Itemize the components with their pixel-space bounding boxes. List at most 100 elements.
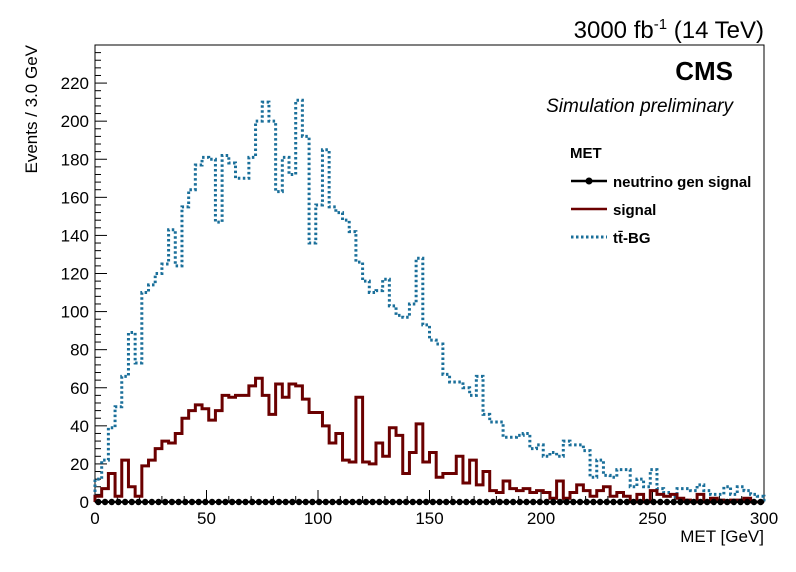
y-tick-label: 220 bbox=[61, 74, 89, 93]
gen-series-point bbox=[195, 498, 202, 506]
y-tick-label: 40 bbox=[70, 417, 89, 436]
y-tick-label: 60 bbox=[70, 379, 89, 398]
gen-series-point bbox=[710, 498, 718, 506]
gen-series-point bbox=[249, 498, 256, 506]
gen-series-point bbox=[697, 498, 704, 506]
gen-series-point bbox=[128, 498, 135, 506]
gen-series-point bbox=[449, 498, 457, 506]
gen-series-point bbox=[396, 498, 403, 506]
x-tick-label: 300 bbox=[750, 509, 778, 528]
gen-series-point bbox=[503, 498, 510, 506]
gen-series-point bbox=[188, 498, 196, 506]
x-tick-label: 0 bbox=[90, 509, 99, 528]
gen-series-point bbox=[349, 498, 356, 506]
gen-series-point bbox=[175, 498, 182, 506]
x-tick-label: 100 bbox=[304, 509, 332, 528]
gen-series-point bbox=[737, 498, 744, 506]
gen-series-point bbox=[637, 498, 644, 506]
gen-series-point bbox=[289, 498, 296, 506]
lumi-prefix: 3000 fb bbox=[574, 17, 654, 44]
gen-series-point bbox=[302, 498, 309, 506]
gen-series-point bbox=[356, 498, 363, 506]
gen-series-point bbox=[309, 498, 316, 506]
signal-series-line bbox=[93, 376, 764, 504]
y-axis: 0 20 40 60 80 100 120 140 160 180 200 220 bbox=[61, 44, 107, 512]
gen-series-point bbox=[162, 498, 169, 506]
gen-series-point bbox=[182, 498, 189, 506]
gen-series-point bbox=[121, 498, 129, 506]
y-axis-title: Events / 3.0 GeV bbox=[22, 44, 41, 173]
gen-series-point bbox=[416, 498, 423, 506]
lumi-exponent: -1 bbox=[654, 16, 667, 33]
gen-series-point bbox=[443, 498, 450, 506]
gen-series-point bbox=[623, 498, 631, 506]
gen-series-point bbox=[529, 498, 537, 506]
gen-series-point bbox=[610, 498, 617, 506]
gen-series-point bbox=[670, 498, 677, 506]
gen-series-point bbox=[155, 498, 162, 506]
gen-series-point bbox=[362, 498, 370, 506]
gen-series-point bbox=[115, 498, 122, 506]
gen-series-point bbox=[469, 498, 477, 506]
gen-series-point bbox=[724, 498, 731, 506]
gen-series-point bbox=[228, 498, 236, 506]
gen-series-point bbox=[596, 498, 604, 506]
y-tick-label: 140 bbox=[61, 226, 89, 245]
series-layer bbox=[93, 98, 766, 506]
gen-series-point bbox=[717, 498, 724, 506]
gen-series-point bbox=[95, 498, 102, 506]
gen-series-point bbox=[382, 498, 390, 506]
gen-series-point bbox=[342, 498, 350, 506]
legend-title: MET bbox=[570, 145, 602, 162]
gen-series-point bbox=[750, 498, 758, 506]
gen-series-point bbox=[422, 498, 430, 506]
cms-sublabel: Simulation preliminary bbox=[546, 96, 734, 117]
gen-series-point bbox=[242, 498, 249, 506]
gen-series-point bbox=[576, 498, 584, 506]
gen-series-point bbox=[630, 498, 637, 506]
gen-series-point bbox=[222, 498, 229, 506]
gen-series-point bbox=[570, 498, 577, 506]
gen-series-point bbox=[643, 498, 651, 506]
y-tick-label: 120 bbox=[61, 265, 89, 284]
y-tick-label: 100 bbox=[61, 303, 89, 322]
gen-series-point bbox=[409, 498, 416, 506]
gen-series-point bbox=[616, 498, 624, 506]
x-tick-label: 200 bbox=[527, 509, 555, 528]
y-tick-label: 0 bbox=[80, 493, 89, 512]
gen-series-point bbox=[590, 498, 597, 506]
gen-series-point bbox=[436, 498, 443, 506]
y-tick-label: 80 bbox=[70, 341, 89, 360]
gen-series-point bbox=[335, 498, 343, 506]
gen-series-point bbox=[141, 498, 149, 506]
legend-entry-signal: signal bbox=[571, 202, 656, 219]
gen-series-point bbox=[135, 498, 142, 506]
gen-series-point bbox=[489, 498, 497, 506]
gen-series-point bbox=[690, 498, 697, 506]
gen-series-point bbox=[148, 498, 156, 506]
gen-series-point bbox=[677, 498, 684, 506]
gen-series-point bbox=[650, 498, 657, 506]
y-tick-label: 180 bbox=[61, 150, 89, 169]
legend-gen-label: neutrino gen signal bbox=[613, 174, 751, 191]
gen-series-point bbox=[483, 498, 490, 506]
gen-series-point bbox=[496, 498, 503, 506]
y-tick-label: 20 bbox=[70, 455, 89, 474]
gen-series-point bbox=[262, 498, 269, 506]
gen-series-point bbox=[215, 498, 222, 506]
gen-series-point bbox=[683, 498, 691, 506]
gen-series-point bbox=[663, 498, 671, 506]
gen-series-point bbox=[456, 498, 463, 506]
gen-series-point bbox=[108, 498, 115, 506]
gen-series-point bbox=[282, 498, 289, 506]
y-tick-label: 160 bbox=[61, 188, 89, 207]
gen-series-point bbox=[509, 498, 517, 506]
gen-series-point bbox=[402, 498, 410, 506]
gen-series-point bbox=[563, 498, 570, 506]
gen-series-point bbox=[275, 498, 283, 506]
x-tick-label: 250 bbox=[638, 509, 666, 528]
x-tick-label: 150 bbox=[415, 509, 443, 528]
gen-series-point bbox=[556, 498, 564, 506]
gen-series-point bbox=[603, 498, 610, 506]
